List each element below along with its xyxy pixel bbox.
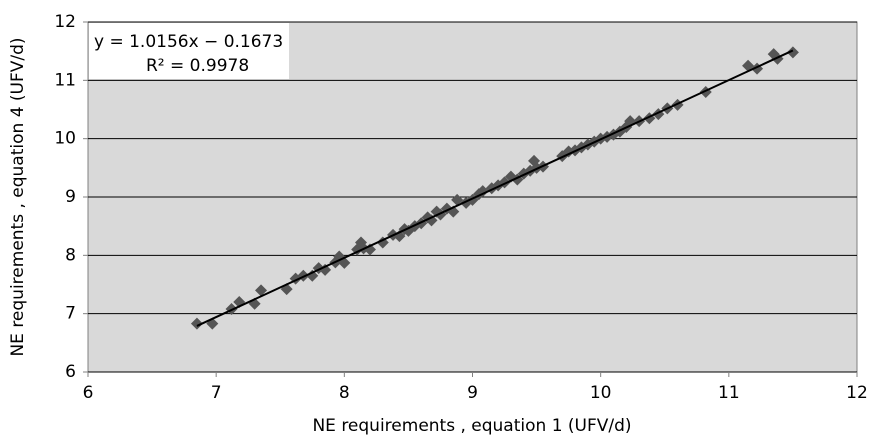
- point: [255, 284, 268, 297]
- x-tick-label: 11: [718, 383, 740, 403]
- point: [319, 263, 332, 276]
- point: [751, 62, 764, 75]
- y-tick-label: 9: [65, 187, 76, 207]
- annotation-box: [89, 23, 289, 79]
- y-axis-label: NE requirements , equation 4 (UFV/d): [8, 37, 28, 356]
- y-tick-label: 11: [54, 70, 76, 90]
- point: [190, 317, 203, 330]
- x-tick-label: 8: [339, 383, 350, 403]
- x-tick-label: 7: [211, 383, 222, 403]
- y-tick-label: 12: [54, 12, 76, 32]
- point: [786, 46, 799, 59]
- x-tick-label: 10: [590, 383, 612, 403]
- y-tick-label: 7: [65, 304, 76, 324]
- point: [451, 193, 464, 206]
- y-tick-label: 10: [54, 129, 76, 149]
- x-axis-label: NE requirements , equation 1 (UFV/d): [312, 416, 631, 436]
- equation: y = 1.0156x − 0.1673: [94, 32, 283, 52]
- trendline: [196, 49, 794, 327]
- r-squared: R² = 0.9978: [146, 56, 249, 76]
- y-tick-label: 6: [65, 362, 76, 382]
- x-tick-label: 6: [83, 383, 94, 403]
- point: [306, 269, 319, 282]
- x-tick-label: 9: [467, 383, 478, 403]
- point: [425, 214, 438, 227]
- y-tick-label: 8: [65, 245, 76, 265]
- x-tick-label: 12: [846, 383, 868, 403]
